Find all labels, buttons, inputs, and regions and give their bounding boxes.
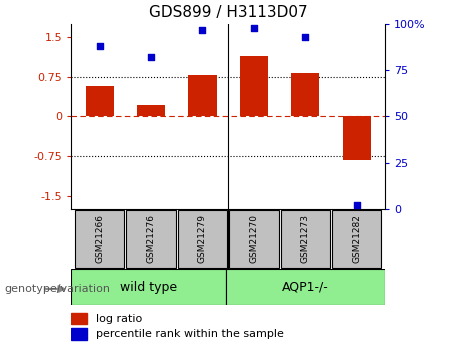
Point [96, 43, 103, 49]
Bar [126, 210, 176, 268]
Text: GSM21282: GSM21282 [352, 215, 361, 263]
Bar [71, 313, 87, 324]
Bar [86, 86, 114, 117]
Point [148, 55, 155, 60]
Bar [281, 210, 330, 268]
Title: GDS899 / H3113D07: GDS899 / H3113D07 [149, 5, 307, 20]
Bar [71, 328, 87, 340]
Text: GSM21276: GSM21276 [147, 214, 156, 264]
Bar [343, 117, 371, 160]
Bar [178, 210, 227, 268]
Point [199, 27, 206, 32]
Bar [291, 73, 319, 117]
Text: GSM21266: GSM21266 [95, 214, 104, 264]
Text: percentile rank within the sample: percentile rank within the sample [96, 329, 284, 339]
Text: GSM21270: GSM21270 [249, 214, 258, 264]
Bar [225, 269, 385, 305]
Bar [75, 210, 124, 268]
Text: GSM21279: GSM21279 [198, 214, 207, 264]
Bar [240, 56, 268, 117]
Bar [189, 75, 217, 117]
Bar [332, 210, 381, 268]
Text: genotype/variation: genotype/variation [5, 284, 111, 294]
Bar [229, 210, 278, 268]
Text: GSM21273: GSM21273 [301, 214, 310, 264]
Point [353, 202, 361, 208]
Point [301, 34, 309, 40]
Text: log ratio: log ratio [96, 314, 142, 324]
Bar [71, 269, 225, 305]
Text: wild type: wild type [120, 281, 177, 294]
Bar [137, 105, 165, 117]
Text: AQP1-/-: AQP1-/- [282, 281, 329, 294]
Point [250, 25, 258, 31]
